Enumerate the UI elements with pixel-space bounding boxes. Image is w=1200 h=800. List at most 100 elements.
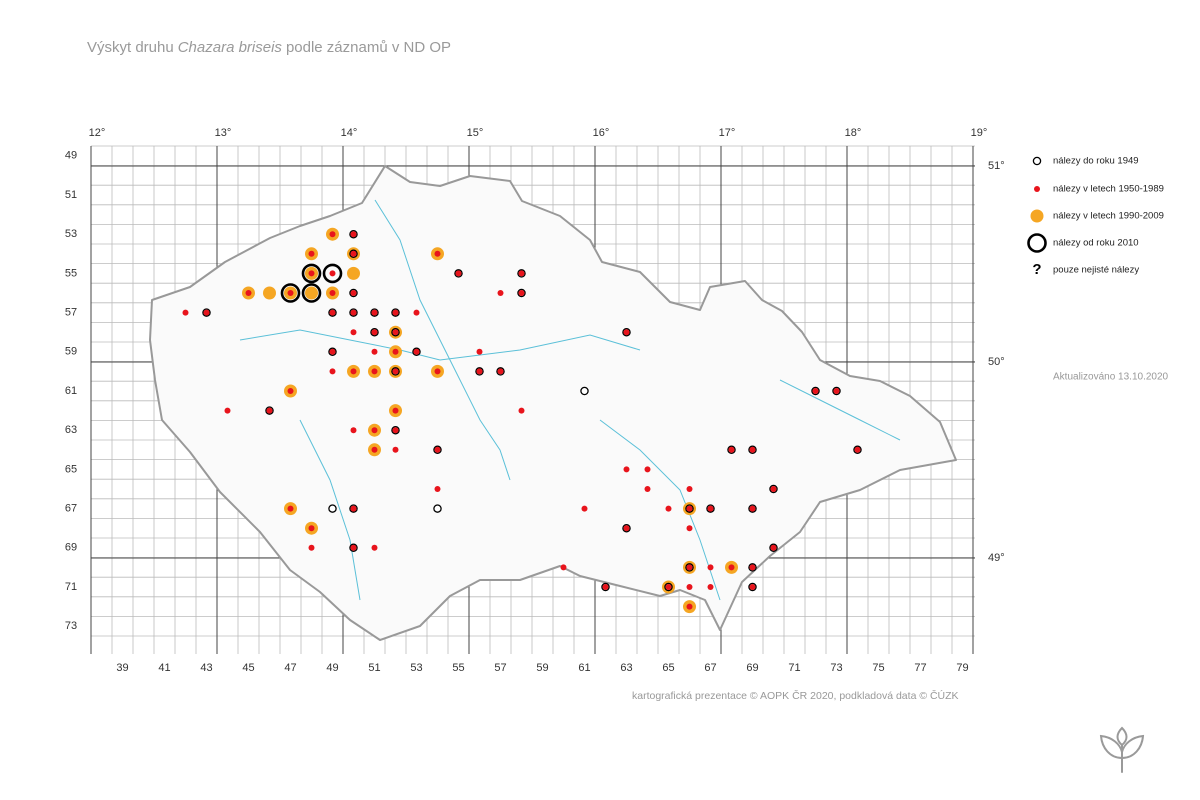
logo-leaf [1099, 734, 1123, 759]
record-1950-1989 [350, 505, 357, 512]
record-1950-1989 [644, 466, 651, 473]
record-1950-1989 [329, 368, 336, 375]
record-1950-1989 [728, 564, 735, 571]
logo-bud [1116, 726, 1128, 746]
record-1950-1989 [350, 329, 357, 336]
row-label: 53 [65, 228, 77, 240]
record-1950-1989 [350, 427, 357, 434]
lon-label: 14° [341, 127, 358, 139]
record-1950-1989 [350, 250, 357, 257]
row-label: 67 [65, 503, 77, 515]
record-1950-1989 [392, 348, 399, 355]
record-1950-1989 [434, 486, 441, 492]
record-1950-1989 [266, 407, 273, 414]
column-label: 49 [326, 662, 338, 674]
lat-label: 49° [988, 552, 1005, 564]
row-label: 63 [65, 424, 77, 436]
record-1950-1989 [371, 544, 378, 551]
record-1949 [1032, 156, 1042, 166]
record-1950-1989 [392, 407, 399, 414]
lat-label: 51° [988, 160, 1005, 172]
record-1950-1989 [686, 584, 693, 590]
record-1950-1989 [308, 270, 315, 277]
column-label: 59 [536, 662, 548, 674]
record-1950-1989 [623, 466, 630, 473]
record-1950-1989 [413, 309, 420, 316]
record-1950-1989 [308, 250, 315, 257]
record-1950-1989 [497, 368, 504, 375]
record-1950-1989 [350, 309, 357, 316]
row-label: 69 [65, 542, 77, 554]
column-label: 53 [410, 662, 422, 674]
record-1950-1989 [203, 309, 210, 316]
lon-label: 12° [89, 127, 106, 139]
record-2010 [280, 283, 301, 303]
record-1950-1989 [770, 544, 777, 551]
column-label: 41 [158, 662, 170, 674]
record-1950-1989 [308, 544, 315, 551]
record-1950-1989 [329, 309, 336, 316]
record-1950-1989 [182, 309, 189, 316]
lat-label: 50° [988, 356, 1005, 368]
column-label: 43 [200, 662, 212, 674]
record-1950-1989 [371, 427, 378, 434]
lon-label: 19° [971, 127, 988, 139]
record-1950-1989 [707, 505, 714, 512]
title-species: Chazara briseis [178, 39, 283, 56]
row-label: 55 [65, 267, 77, 279]
record-1950-1989 [833, 388, 840, 394]
record-1950-1989 [392, 329, 399, 336]
record-1950-1989 [287, 505, 294, 512]
record-1950-1989 [665, 505, 672, 512]
title-part: podle záznamů v ND OP [286, 39, 451, 56]
record-1950-1989 [392, 368, 399, 375]
record-1950-1989 [350, 231, 357, 238]
record-1990-2009 [263, 286, 276, 300]
lon-label: 18° [845, 127, 862, 139]
record-1950-1989 [749, 446, 756, 453]
record-1950-1989 [581, 505, 588, 512]
record-1950-1989 [287, 388, 294, 394]
record-1950-1989 [329, 290, 336, 296]
river [779, 379, 901, 441]
record-1950-1989 [623, 525, 630, 532]
row-label: 51 [65, 189, 77, 201]
record-1950-1989 [371, 348, 378, 355]
row-label: 71 [65, 581, 77, 593]
rivers [239, 199, 901, 601]
record-1950-1989 [434, 250, 441, 257]
record-1950-1989 [329, 270, 336, 277]
record-1950-1989 [350, 544, 357, 551]
record-1950-1989 [686, 486, 693, 492]
record-2010 [1027, 233, 1047, 253]
record-1950-1989 [1034, 186, 1040, 192]
column-label: 61 [578, 662, 590, 674]
row-label: 57 [65, 307, 77, 319]
record-1950-1989 [476, 348, 483, 355]
column-label: 45 [242, 662, 254, 674]
column-label: 77 [914, 662, 926, 674]
record-1950-1989 [308, 525, 315, 532]
column-label: 39 [116, 662, 128, 674]
column-label: 71 [788, 662, 800, 674]
title: Výskyt druhu Chazara briseis podle záznamů… [87, 39, 451, 56]
credit: kartografická prezentace © AOPK ČR 2020,… [632, 689, 959, 702]
record-1950-1989 [434, 446, 441, 453]
column-label: 63 [620, 662, 632, 674]
record-1950-1989 [455, 270, 462, 277]
river [599, 419, 721, 601]
record-1950-1989 [707, 584, 714, 590]
record-1950-1989 [854, 446, 861, 453]
river [374, 199, 511, 481]
record-1950-1989 [686, 525, 693, 532]
record-1950-1989 [644, 486, 651, 492]
record-1950-1989 [749, 564, 756, 571]
record-1950-1989 [560, 564, 567, 571]
record-1950-1989 [413, 348, 420, 355]
record-1950-1989 [623, 329, 630, 336]
records [182, 227, 862, 614]
lon-label: 15° [467, 127, 484, 139]
record-1949 [328, 504, 337, 513]
column-label: 79 [956, 662, 968, 674]
